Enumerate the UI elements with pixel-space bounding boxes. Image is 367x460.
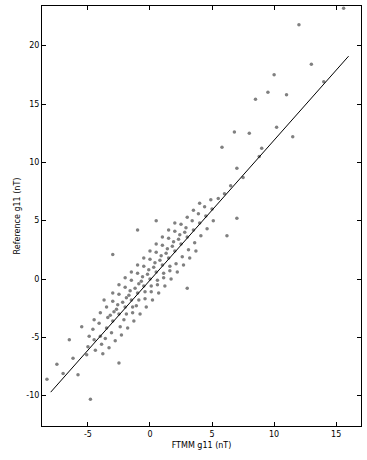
svg-text:5: 5	[210, 430, 215, 439]
svg-text:Reference g11 (nT): Reference g11 (nT)	[13, 178, 22, 255]
svg-text:-5: -5	[31, 333, 39, 342]
svg-text:5: 5	[34, 216, 39, 225]
svg-text:-10: -10	[26, 391, 39, 400]
svg-text:0: 0	[34, 275, 39, 284]
svg-text:20: 20	[29, 41, 39, 50]
svg-text:10: 10	[269, 430, 279, 439]
svg-text:-5: -5	[84, 430, 92, 439]
svg-text:10: 10	[29, 158, 39, 167]
svg-text:15: 15	[331, 430, 341, 439]
svg-text:15: 15	[29, 100, 39, 109]
svg-text:0: 0	[147, 430, 152, 439]
svg-text:FTMM g11 (nT): FTMM g11 (nT)	[172, 441, 232, 450]
